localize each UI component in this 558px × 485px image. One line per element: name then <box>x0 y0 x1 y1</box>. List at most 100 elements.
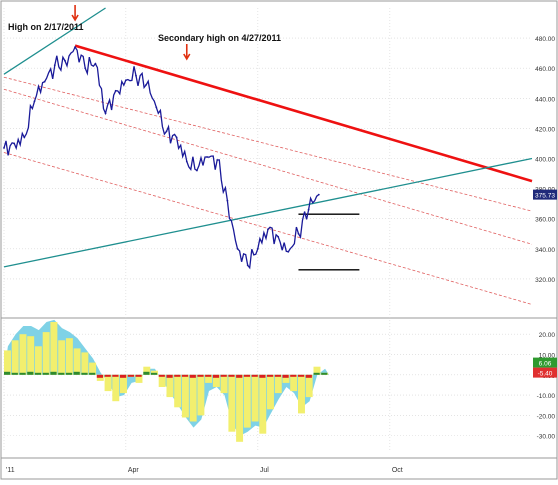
oscillator-momentum-down <box>259 374 266 378</box>
price-series-line <box>3 45 320 270</box>
oscillator-momentum-down <box>236 374 243 378</box>
oscillator-momentum-down <box>120 374 127 378</box>
price-point <box>236 247 239 250</box>
price-y-tick-label: 400.00 <box>535 156 555 163</box>
price-point <box>135 74 137 77</box>
indicator-badge-label: -5.40 <box>538 371 553 378</box>
price-point <box>23 136 26 139</box>
oscillator-bar <box>189 374 197 422</box>
annotation-high-2-17-2011: High on 2/17/2011 <box>8 22 84 32</box>
oscillator-bar <box>259 374 267 434</box>
oscillator-bar <box>96 374 104 381</box>
oscillator-bar <box>143 366 151 375</box>
oscillator-bar <box>298 374 305 414</box>
price-badge-label: 375.73 <box>535 193 555 200</box>
oscillator-momentum-up <box>321 372 328 375</box>
oscillator-bar <box>34 346 42 375</box>
price-point <box>3 147 5 149</box>
oscillator-bar <box>89 362 97 375</box>
price-point <box>297 232 300 235</box>
indicator-badge <box>533 357 557 368</box>
oscillator-bar <box>11 340 19 375</box>
oscillator-bar <box>197 374 205 416</box>
oscillator-momentum-up <box>81 372 88 375</box>
oscillator-momentum-up <box>4 371 11 375</box>
oscillator-momentum-up <box>151 372 158 375</box>
oscillator-momentum-down <box>274 374 281 377</box>
oscillator-momentum-down <box>251 374 258 377</box>
oscillator-bar <box>274 374 282 394</box>
oscillator-momentum-up <box>313 372 320 375</box>
price-point <box>165 130 168 133</box>
oscillator-bar <box>42 332 50 375</box>
oscillator-bar <box>290 374 298 392</box>
price-y-tick-label: 420.00 <box>535 126 555 133</box>
price-point <box>43 80 46 83</box>
oscillator-momentum-down <box>298 374 305 377</box>
oscillator-momentum-up <box>89 372 96 375</box>
oscillator-momentum-down <box>135 374 142 377</box>
price-point <box>64 59 66 62</box>
oscillator-bar <box>73 348 81 375</box>
oscillator-bar <box>58 340 66 375</box>
oscillator-bar <box>120 374 127 394</box>
trendline-channel-lower <box>3 152 533 305</box>
oscillator-momentum-down <box>205 374 212 377</box>
oscillator-momentum-up <box>143 371 150 375</box>
price-point <box>307 208 310 211</box>
oscillator-bar <box>236 374 244 442</box>
oscillator-momentum-down <box>181 374 189 377</box>
trendline-channel-upper <box>3 76 533 212</box>
price-point <box>114 89 117 92</box>
oscillator-momentum-up <box>73 371 80 375</box>
oscillator-momentum-down <box>243 374 250 377</box>
oscillator-bar <box>112 374 120 402</box>
oscillator-momentum-down <box>104 374 111 377</box>
oscillator-momentum-down <box>212 374 220 378</box>
oscillator-momentum-down <box>282 374 289 378</box>
price-point <box>84 67 87 70</box>
oscillator-momentum-down <box>166 374 173 378</box>
annotation-secondary-high-4-27-2011: Secondary high on 4/27/2011 <box>158 33 281 43</box>
annotation-arrow-1 <box>71 5 79 22</box>
oscillator-momentum-down <box>158 374 165 377</box>
price-point <box>175 136 178 139</box>
price-point <box>196 169 198 172</box>
x-tick-label: '11 <box>6 467 15 474</box>
oscillator-bar <box>228 374 236 432</box>
price-point <box>33 100 36 103</box>
oscillator-momentum-down <box>174 374 181 377</box>
price-point <box>246 264 249 267</box>
oscillator-bar <box>81 352 89 375</box>
price-point <box>74 46 76 49</box>
oscillator-momentum-up <box>65 372 73 375</box>
oscillator-bar <box>27 336 35 375</box>
trendline-support-teal <box>3 157 533 268</box>
price-point <box>226 199 229 202</box>
price-y-tick-label: 440.00 <box>535 96 555 103</box>
oscillator-momentum-up <box>34 372 42 375</box>
oscillator-bar <box>166 374 174 398</box>
oscillator-bar <box>50 322 58 375</box>
oscillator-momentum-up <box>58 372 65 375</box>
price-point <box>216 159 219 161</box>
oscillator-momentum-down <box>112 374 119 377</box>
oscillator-momentum-up <box>50 371 57 375</box>
x-tick-label: Oct <box>392 467 403 474</box>
price-y-tick-label: 360.00 <box>535 217 555 224</box>
oscillator-bar <box>220 374 228 394</box>
trendline-channel-mid <box>3 88 533 245</box>
price-badge <box>533 189 557 200</box>
oscillator-bar <box>174 374 182 408</box>
oscillator-momentum-up <box>11 372 18 375</box>
price-point <box>124 79 127 82</box>
x-tick-label: Apr <box>128 467 140 474</box>
osc-y-tick-label: 20.00 <box>539 332 556 339</box>
price-point <box>267 228 269 231</box>
oscillator-momentum-down <box>220 374 227 377</box>
price-point <box>104 112 107 115</box>
oscillator-momentum-up <box>42 372 49 375</box>
